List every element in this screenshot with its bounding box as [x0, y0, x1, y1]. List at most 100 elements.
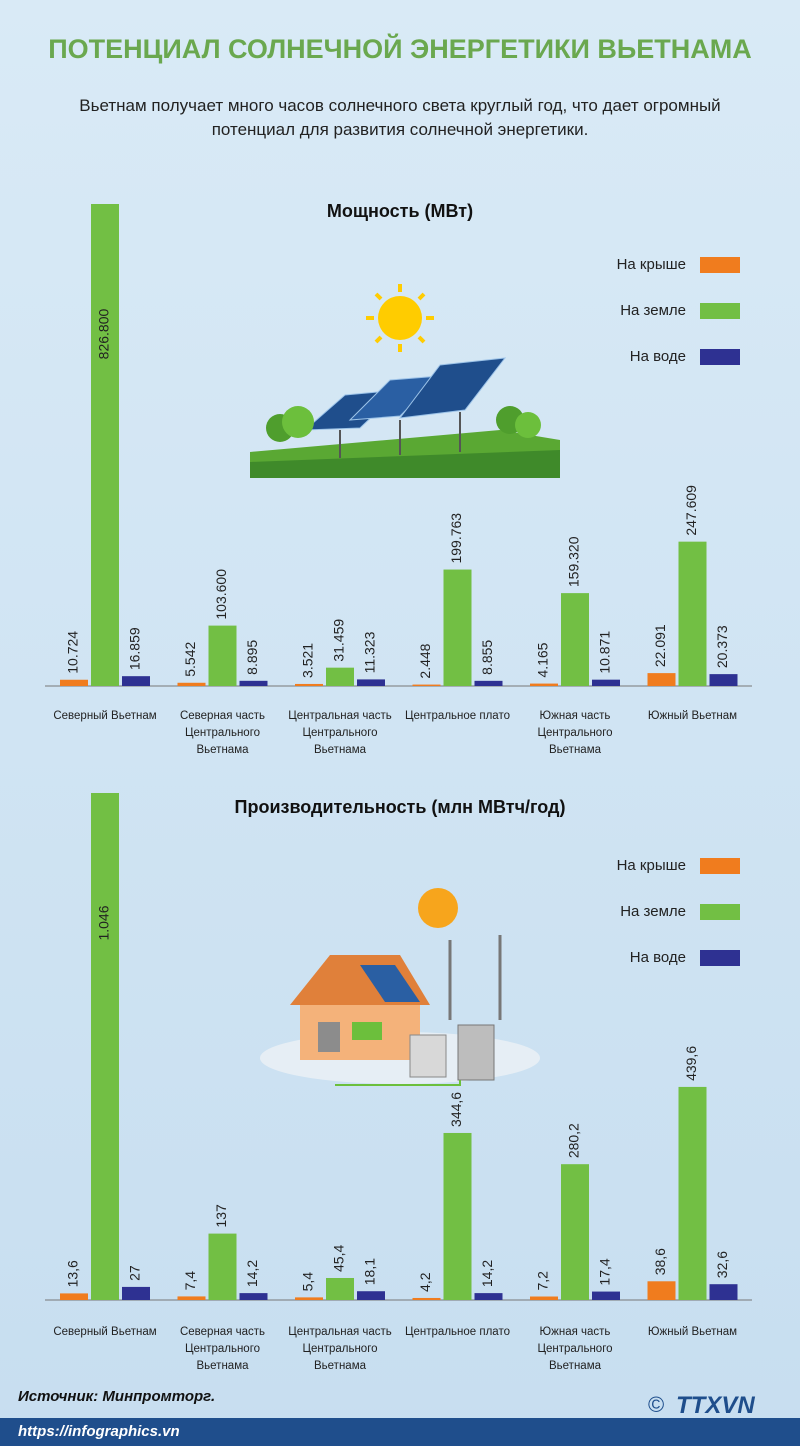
- x-tick-label: Северный Вьетнам: [53, 710, 157, 722]
- data-label: 159.320: [566, 536, 582, 587]
- bar: [326, 667, 354, 686]
- x-tick-label: Северная часть Центрального Вьетнама: [179, 710, 266, 756]
- bar: [647, 1281, 676, 1300]
- x-tick-label: Центральное плато: [405, 1326, 510, 1338]
- copyright: ©: [648, 1392, 665, 1417]
- data-label: 11.323: [362, 631, 378, 673]
- bar: [91, 204, 119, 686]
- x-tick-label: Южная часть Центрального Вьетнама: [537, 1326, 613, 1372]
- data-label: 1.046: [96, 905, 112, 940]
- bar: [239, 1293, 268, 1300]
- legend-label: На крыше: [617, 857, 686, 874]
- bar: [474, 680, 503, 686]
- chart-title: Мощность (МВт): [327, 201, 473, 221]
- bar: [474, 1293, 503, 1300]
- data-label: 439,6: [683, 1046, 699, 1081]
- data-label: 22.091: [652, 624, 668, 667]
- bar: [122, 1286, 150, 1300]
- data-label: 10.871: [597, 631, 613, 674]
- bar: [443, 569, 472, 686]
- data-label: 8.895: [244, 640, 260, 675]
- data-label: 103.600: [213, 569, 229, 620]
- data-label: 13,6: [65, 1260, 81, 1287]
- legend-label: На земле: [620, 903, 686, 920]
- data-label: 18,1: [362, 1258, 378, 1285]
- data-label: 199.763: [448, 513, 464, 564]
- bar: [357, 1291, 385, 1300]
- url: https://infographics.vn: [18, 1423, 180, 1440]
- chart-title: Производительность (млн МВтч/год): [235, 797, 566, 817]
- x-tick-label: Центральное плато: [405, 710, 510, 722]
- legend-label: На воде: [630, 949, 686, 966]
- data-label: 14,2: [244, 1260, 260, 1287]
- bar: [122, 676, 150, 686]
- bar: [357, 679, 385, 686]
- data-label: 20.373: [714, 625, 730, 668]
- bar: [412, 684, 441, 686]
- solar-farm-illustration: [250, 284, 560, 478]
- data-label: 5.542: [182, 642, 198, 677]
- bar: [443, 1132, 472, 1300]
- bar: [295, 1297, 323, 1300]
- data-label: 17,4: [597, 1258, 613, 1285]
- x-tick-label: Северная часть Центрального Вьетнама: [179, 1326, 266, 1372]
- data-label: 4.165: [535, 642, 551, 677]
- data-label: 31.459: [331, 619, 347, 662]
- data-label: 137: [213, 1204, 229, 1228]
- data-label: 7,2: [535, 1271, 551, 1291]
- x-tick-label: Южная часть Центрального Вьетнама: [537, 710, 613, 756]
- data-label: 8.855: [479, 640, 495, 675]
- bar: [530, 683, 558, 686]
- bar: [208, 625, 237, 686]
- x-tick-label: Южный Вьетнам: [647, 1326, 738, 1338]
- data-label: 344,6: [448, 1092, 464, 1127]
- footer-band: [0, 1418, 800, 1446]
- legend-swatch: [700, 257, 740, 273]
- legend-swatch: [700, 349, 740, 365]
- legend-label: На крыше: [617, 256, 686, 273]
- data-label: 14,2: [479, 1260, 495, 1287]
- bar: [678, 541, 707, 686]
- legend-swatch: [700, 303, 740, 319]
- data-label: 27: [127, 1265, 143, 1281]
- bar: [239, 680, 268, 686]
- data-label: 5,4: [300, 1272, 316, 1292]
- data-label: 10.724: [65, 631, 81, 674]
- data-label: 826.800: [96, 308, 112, 359]
- data-label: 280,2: [566, 1123, 582, 1158]
- bar: [295, 683, 323, 686]
- source: Источник: Минпромторг.: [18, 1388, 216, 1405]
- logo: TTXVN: [676, 1392, 755, 1419]
- data-label: 2.448: [417, 643, 433, 678]
- bar: [530, 1296, 558, 1300]
- bar: [412, 1297, 441, 1300]
- page-title: ПОТЕНЦИАЛ СОЛНЕЧНОЙ ЭНЕРГЕТИКИ ВЬЕТНАМА: [48, 34, 752, 64]
- bar: [647, 673, 676, 686]
- legend-swatch: [700, 904, 740, 920]
- bar: [592, 679, 620, 686]
- legend-swatch: [700, 858, 740, 874]
- data-label: 3.521: [300, 643, 316, 678]
- bar: [561, 1164, 589, 1300]
- data-label: 38,6: [652, 1248, 668, 1275]
- bar: [60, 1293, 88, 1300]
- bar: [592, 1291, 620, 1300]
- bar: [177, 682, 206, 686]
- data-label: 45,4: [331, 1245, 347, 1272]
- bar: [326, 1277, 354, 1300]
- x-tick-label: Центральная часть Центрального Вьетнама: [288, 710, 392, 756]
- data-label: 7,4: [182, 1271, 198, 1291]
- x-tick-label: Центральная часть Центрального Вьетнама: [288, 1326, 392, 1372]
- legend-label: На воде: [630, 348, 686, 365]
- x-tick-label: Южный Вьетнам: [647, 710, 738, 722]
- bar: [91, 793, 119, 1300]
- bar: [208, 1233, 237, 1300]
- data-label: 4,2: [417, 1272, 433, 1292]
- data-label: 247.609: [683, 485, 699, 536]
- bar: [561, 593, 589, 686]
- bar: [709, 674, 738, 686]
- bar: [177, 1296, 206, 1300]
- page-subtitle: Вьетнам получает много часов солнечного …: [79, 96, 721, 139]
